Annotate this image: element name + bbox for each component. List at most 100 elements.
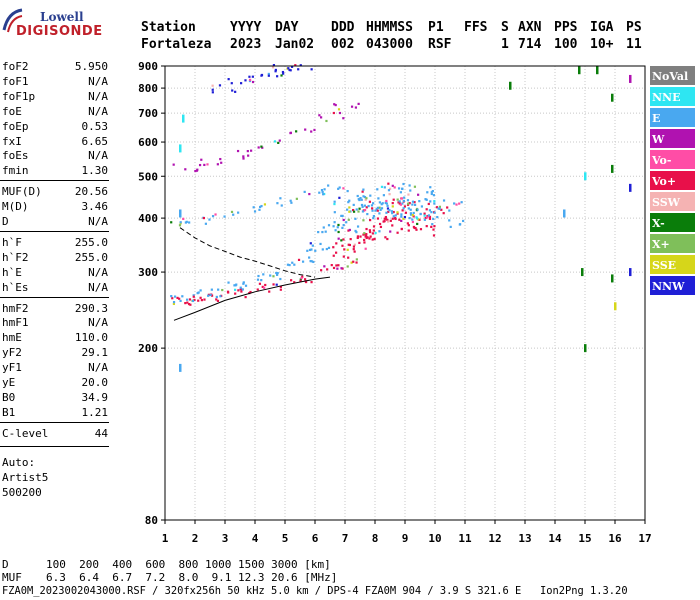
echo-point [219, 295, 222, 298]
echo-point [431, 189, 434, 193]
echo-point [275, 283, 278, 286]
echo-point [184, 221, 187, 224]
echo-point [426, 191, 429, 194]
echo-point [361, 205, 364, 208]
grid [164, 65, 646, 521]
legend-swatch [650, 108, 695, 127]
echo-point [340, 267, 343, 270]
echo-point [359, 196, 362, 200]
echo-point [261, 285, 264, 288]
echo-point [348, 199, 351, 202]
echo-point [409, 189, 412, 192]
echo-point [338, 196, 341, 199]
echo-point [364, 235, 367, 238]
echo-point [279, 285, 282, 288]
echo-point [274, 68, 277, 72]
echo-point [276, 75, 279, 78]
echo-point [411, 220, 415, 224]
echo-point [386, 237, 389, 241]
echo-point [260, 74, 263, 77]
echo-point [236, 149, 240, 153]
echo-point [178, 297, 181, 300]
echo-point [333, 103, 336, 106]
echo-point [271, 66, 275, 69]
param-value: N/A [88, 149, 108, 163]
echo-point [368, 218, 372, 222]
echo-point [401, 202, 404, 205]
echo-point [407, 224, 410, 227]
echo-point [321, 230, 324, 234]
echo-point [332, 254, 335, 257]
echo-point [350, 261, 353, 264]
echo-point [301, 275, 304, 278]
param-label: B0 [2, 390, 16, 404]
echo-point [424, 216, 427, 220]
echo-point [384, 215, 387, 219]
echo-point [352, 245, 356, 248]
echo-point [260, 279, 263, 282]
echo-point [268, 290, 271, 293]
echo-point [371, 207, 374, 210]
header-col-station: Station [141, 20, 196, 35]
echo-point [386, 207, 390, 210]
echo-point [407, 193, 410, 196]
echo-point [358, 198, 361, 202]
echo-point [368, 229, 371, 232]
echo-point [385, 202, 388, 205]
echo-point [407, 202, 410, 205]
echo-point [348, 228, 351, 232]
echo-point [366, 236, 369, 239]
echo-point [368, 237, 371, 240]
echo-point [211, 84, 214, 87]
echo-point [220, 161, 223, 164]
echo-point [406, 222, 409, 225]
echo-point [371, 232, 374, 235]
echo-point [279, 288, 282, 291]
echo-point [286, 263, 290, 266]
echo-point [403, 205, 407, 208]
echo-point [221, 288, 224, 292]
echo-point [242, 155, 245, 158]
isolated-echoes [179, 66, 632, 372]
echo-point [309, 242, 312, 245]
param-label: fmin [2, 164, 29, 178]
echo-point [435, 206, 439, 209]
param-value: N/A [88, 316, 108, 330]
autoscale-info: Artist5 [2, 470, 49, 484]
isolated-echo [629, 268, 632, 277]
echo-point [332, 111, 335, 115]
header-ddd: 002 [331, 37, 355, 52]
isolated-echo [509, 81, 512, 90]
echo-point [280, 204, 283, 207]
echo-point [433, 202, 436, 205]
echo-point [429, 200, 432, 203]
legend-swatch [650, 192, 695, 211]
param-row: fxI 6.65 [2, 135, 108, 149]
param-row: fmin 1.30 [2, 164, 108, 178]
echo-point [369, 194, 372, 197]
echo-point [280, 74, 283, 77]
echo-point [279, 197, 282, 200]
header-col-axn: AXN [518, 20, 542, 35]
header-col-hhmmss: HHMMSS [366, 20, 413, 35]
echo-point [257, 274, 260, 278]
echo-point [337, 108, 341, 111]
echo-point [408, 216, 411, 220]
echo-point [341, 214, 344, 218]
echo-point [362, 188, 365, 191]
logo-product: DIGISONDE [16, 24, 103, 39]
param-label: h`Es [2, 280, 29, 294]
param-value: 1.30 [81, 164, 109, 178]
echo-point [396, 211, 399, 214]
echo-point [299, 278, 302, 281]
echo-point [355, 231, 358, 234]
echo-point [398, 218, 401, 221]
isolated-echo [179, 363, 182, 372]
echo-point [442, 199, 446, 202]
echo-point [419, 212, 422, 216]
echo-point [219, 157, 222, 161]
echo-point [233, 284, 236, 287]
echo-point [406, 199, 410, 202]
echo-point [343, 248, 346, 251]
echo-point [251, 80, 255, 84]
